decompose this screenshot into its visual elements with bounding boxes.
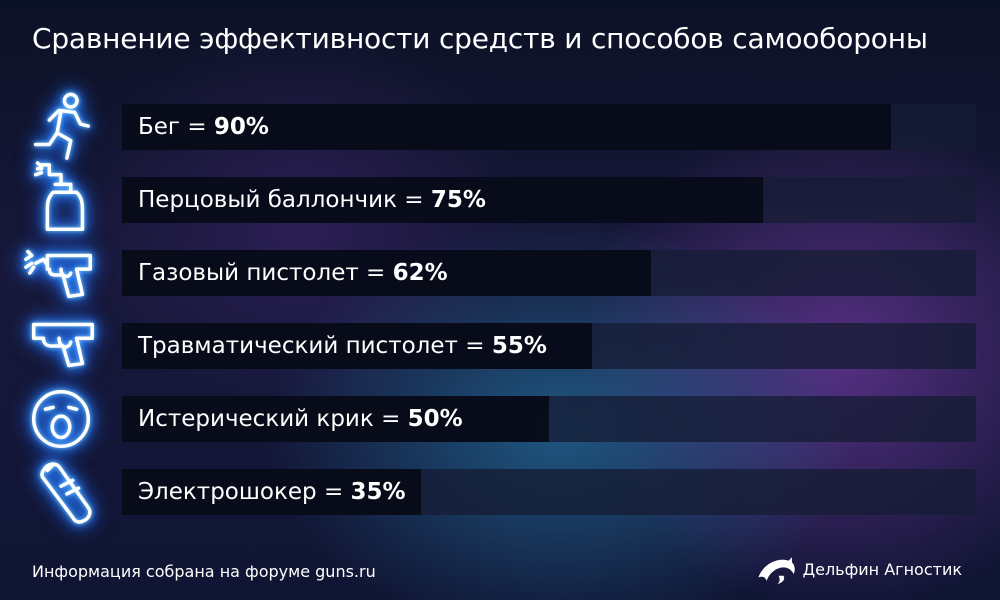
brand-name: Дельфин Агностик bbox=[802, 559, 962, 579]
gas-pistol-icon bbox=[22, 234, 100, 312]
bar-label: Бег = 90% bbox=[138, 114, 269, 140]
pepper-spray-icon bbox=[22, 161, 100, 239]
bar-scream bbox=[122, 396, 549, 442]
bar-row-stun-gun: Электрошокер = 35% bbox=[0, 462, 1000, 524]
bar-row-pepper-spray: Перцовый баллончик = 75% bbox=[0, 161, 1000, 232]
bar-label: Электрошокер = 35% bbox=[138, 479, 406, 505]
stun-gun-icon bbox=[22, 453, 100, 531]
bar-row-scream: Истерический крик = 50% bbox=[0, 389, 1000, 449]
dolphin-icon bbox=[757, 557, 795, 585]
bar-track: Травматический пистолет = 55% bbox=[122, 323, 976, 369]
screaming-face-icon bbox=[22, 380, 100, 458]
bar-label: Газовый пистолет = 62% bbox=[138, 260, 448, 286]
bar-running bbox=[122, 104, 891, 150]
bar-gas-pistol bbox=[122, 250, 651, 296]
bar-track: Газовый пистолет = 62% bbox=[122, 250, 976, 296]
bar-label: Перцовый баллончик = 75% bbox=[138, 187, 486, 213]
bar-pepper-spray bbox=[122, 177, 763, 223]
bar-row-traumatic-pistol: Травматический пистолет = 55% bbox=[0, 322, 1000, 369]
pistol-icon bbox=[22, 307, 100, 385]
source-note: Информация собрана на форуме guns.ru bbox=[32, 562, 376, 581]
running-man-icon bbox=[22, 88, 100, 166]
bar-track: Истерический крик = 50% bbox=[122, 396, 976, 442]
bar-track: Электрошокер = 35% bbox=[122, 469, 976, 515]
bar-stun-gun bbox=[122, 469, 421, 515]
bar-row-gas-pistol: Газовый пистолет = 62% bbox=[0, 249, 1000, 299]
brand-logo: Дельфин Агностик bbox=[755, 552, 962, 586]
bar-traumatic-pistol bbox=[122, 323, 592, 369]
bar-track: Бег = 90% bbox=[122, 104, 976, 150]
bar-label: Истерический крик = 50% bbox=[138, 406, 463, 432]
bar-row-running: Бег = 90% bbox=[0, 92, 1000, 160]
bar-label: Травматический пистолет = 55% bbox=[138, 333, 547, 359]
bar-track: Перцовый баллончик = 75% bbox=[122, 177, 976, 223]
chart-title: Сравнение эффективности средств и способ… bbox=[32, 22, 928, 55]
